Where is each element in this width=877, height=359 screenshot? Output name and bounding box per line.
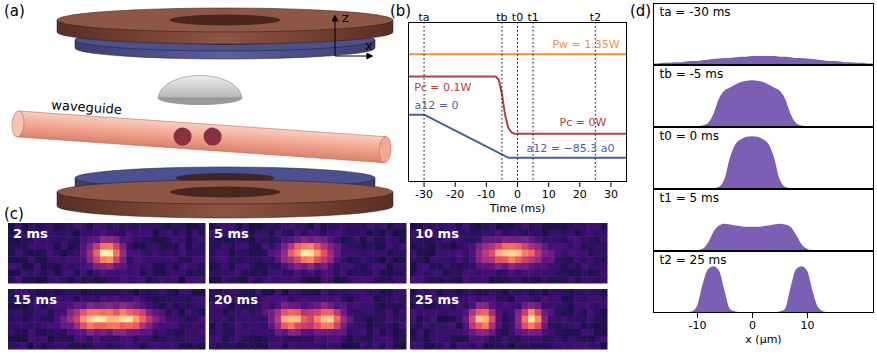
svg-text:z: z bbox=[342, 10, 349, 25]
svg-text:25 ms: 25 ms bbox=[415, 292, 459, 307]
svg-text:Time (ms): Time (ms) bbox=[489, 202, 545, 215]
svg-text:t2 = 25 ms: t2 = 25 ms bbox=[660, 253, 727, 267]
svg-text:5 ms: 5 ms bbox=[214, 226, 249, 241]
svg-text:10: 10 bbox=[542, 188, 556, 201]
html-text:(a): (a) bbox=[4, 2, 25, 20]
svg-text:0: 0 bbox=[749, 319, 756, 332]
html-text:(b): (b) bbox=[390, 2, 412, 20]
svg-text:Pc = 0.1W: Pc = 0.1W bbox=[414, 81, 471, 94]
svg-text:x: x bbox=[365, 38, 373, 53]
html-text:tb t0 t1: tb t0 t1 bbox=[496, 11, 539, 25]
html-text:(c): (c) bbox=[4, 205, 24, 223]
svg-text:-10: -10 bbox=[689, 319, 707, 332]
svg-text:Pw = 1.35W: Pw = 1.35W bbox=[552, 38, 619, 51]
svg-text:ta = -30 ms: ta = -30 ms bbox=[660, 5, 731, 19]
svg-text:t1 = 5 ms: t1 = 5 ms bbox=[660, 191, 719, 205]
svg-text:0: 0 bbox=[514, 188, 521, 201]
svg-text:-10: -10 bbox=[477, 188, 495, 201]
svg-text:10 ms: 10 ms bbox=[415, 226, 459, 241]
svg-text:-30: -30 bbox=[415, 188, 433, 201]
svg-text:x (μm): x (μm) bbox=[745, 333, 781, 346]
svg-text:t0 = 0 ms: t0 = 0 ms bbox=[660, 129, 719, 143]
svg-text:a12 = −85.3 a0: a12 = −85.3 a0 bbox=[526, 142, 614, 155]
svg-text:10: 10 bbox=[801, 319, 815, 332]
svg-text:Pc = 0W: Pc = 0W bbox=[560, 116, 607, 129]
svg-text:20: 20 bbox=[573, 188, 587, 201]
svg-text:20 ms: 20 ms bbox=[214, 292, 258, 307]
svg-text:-20: -20 bbox=[446, 188, 464, 201]
svg-text:waveguide: waveguide bbox=[51, 97, 123, 117]
svg-text:ta: ta bbox=[418, 11, 430, 25]
svg-text:tb = -5 ms: tb = -5 ms bbox=[660, 67, 724, 81]
svg-text:15 ms: 15 ms bbox=[13, 292, 57, 307]
svg-text:30: 30 bbox=[604, 188, 618, 201]
html-text:(d): (d) bbox=[630, 2, 652, 20]
svg-text:t2: t2 bbox=[589, 11, 601, 25]
svg-text:a12 = 0: a12 = 0 bbox=[415, 99, 459, 112]
svg-text:2 ms: 2 ms bbox=[13, 226, 48, 241]
